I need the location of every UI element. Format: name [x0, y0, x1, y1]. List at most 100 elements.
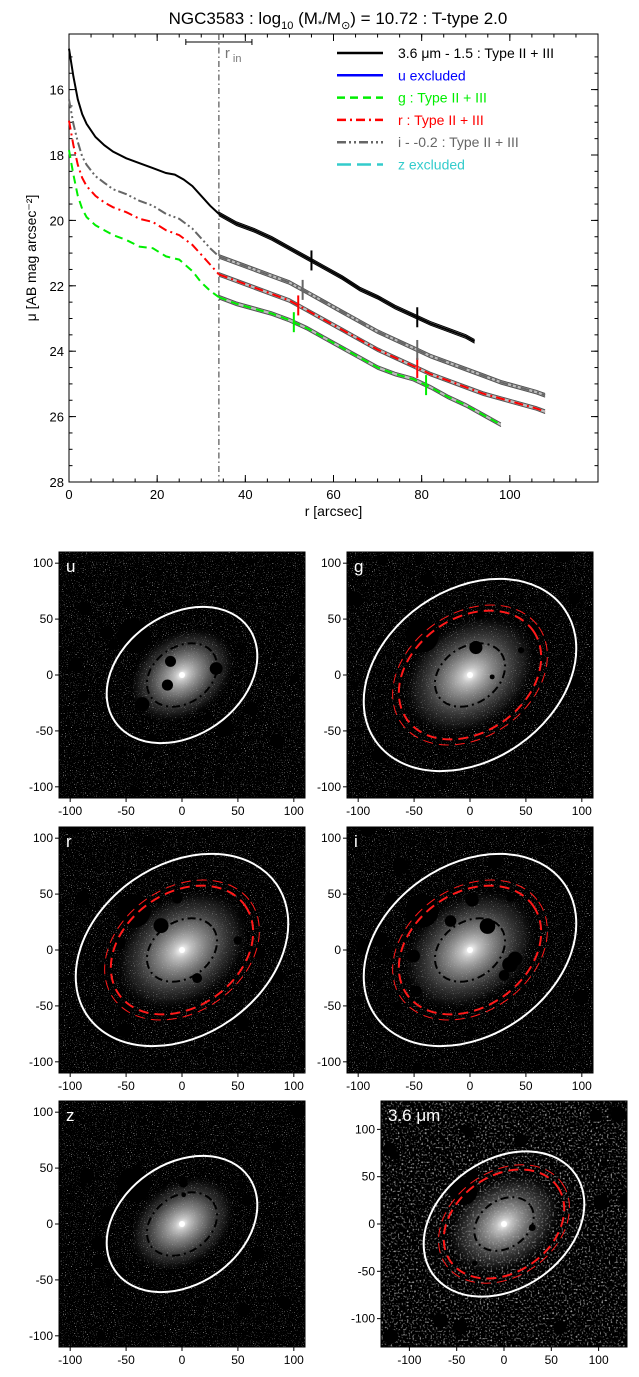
masked-source [78, 690, 89, 701]
masked-source [557, 1343, 565, 1347]
inner-break-ellipse [145, 917, 219, 983]
masked-source [585, 834, 593, 842]
masked-source [414, 554, 424, 564]
panel-y-tick-label: 50 [40, 1161, 54, 1175]
masked-source [179, 1178, 188, 1188]
galaxy-core [179, 1221, 185, 1227]
image-panel: g -100 -50 0 50 100 100 50 0 -50 -100 [317, 551, 594, 818]
series-line-outer [218, 213, 476, 343]
masked-source [241, 1194, 254, 1206]
series-error-band [218, 272, 546, 414]
masked-source [383, 830, 389, 835]
masked-source [237, 1303, 251, 1317]
panel-x-tick-label: -100 [58, 1079, 82, 1093]
galaxy-core [179, 672, 185, 678]
masked-source [356, 997, 363, 1004]
y-tick-label: 28 [50, 475, 64, 490]
panel-x-tick-label: -100 [346, 804, 370, 818]
masked-source [273, 649, 280, 657]
panel-y-tick-label: -50 [324, 999, 342, 1013]
masked-source [80, 1181, 86, 1188]
masked-source [85, 969, 91, 974]
y-tick-label: 18 [50, 148, 64, 163]
masked-source [553, 1320, 567, 1335]
masked-source [618, 1193, 627, 1207]
masked-source [413, 1240, 419, 1246]
masked-source [289, 675, 298, 684]
masked-source [516, 771, 523, 778]
y-tick-label: 26 [50, 410, 64, 425]
x-tick-label: 100 [499, 487, 521, 502]
series-fit-line [218, 254, 546, 394]
panel-y-tick-label: 100 [321, 556, 341, 570]
series-fit-line [218, 257, 546, 398]
panel-x-tick-label: 100 [572, 804, 592, 818]
panel-x-tick-label: -100 [346, 1079, 370, 1093]
masked-source [164, 655, 176, 667]
masked-source [101, 981, 107, 988]
masked-source [586, 1221, 592, 1227]
x-tick-label: 80 [414, 487, 428, 502]
series-line-outer [218, 296, 502, 426]
panel-y-tick-label: 100 [33, 831, 53, 845]
galaxy-core [467, 672, 473, 678]
masked-source [383, 1328, 399, 1344]
panel-x-tick-label: 0 [179, 1353, 186, 1367]
masked-source [200, 1298, 208, 1305]
masked-source [275, 1297, 283, 1304]
masked-source [235, 1239, 240, 1245]
outer-ellipse [362, 577, 578, 773]
masked-source [548, 632, 554, 638]
masked-source [371, 748, 387, 763]
masked-source [299, 1055, 305, 1063]
masked-source [270, 1141, 281, 1152]
panel-x-tick-label: 100 [284, 1079, 304, 1093]
masked-source [250, 1246, 265, 1261]
masked-source [79, 1168, 95, 1183]
outer-break-ellipse-2 [392, 879, 548, 1021]
y-axis-label: μ [AB mag arcsec⁻²] [23, 195, 39, 322]
panel-label: z [66, 1106, 75, 1125]
masked-source [236, 1016, 250, 1030]
masked-source [384, 893, 398, 907]
masked-source [452, 1260, 459, 1267]
masked-source [452, 1319, 468, 1335]
x-tick-label: 40 [238, 487, 252, 502]
masked-source [279, 1297, 292, 1310]
masked-source [298, 1041, 305, 1049]
masked-source [388, 789, 399, 798]
masked-source [393, 1001, 403, 1011]
masked-source [144, 733, 158, 748]
masked-source [219, 721, 235, 737]
masked-source [65, 827, 80, 835]
galaxy-core [467, 947, 473, 953]
masked-star [449, 1176, 478, 1206]
series-line-inner [68, 99, 220, 258]
masked-source [527, 696, 534, 704]
masked-source [142, 751, 151, 760]
masked-source [471, 1260, 478, 1267]
masked-source [381, 946, 393, 958]
panel-y-tick-label: 0 [368, 1217, 375, 1231]
outer-ellipse [74, 852, 290, 1048]
masked-source [420, 1117, 430, 1127]
masked-source [251, 946, 264, 960]
surface-brightness-plot: 0 20 40 60 80 100 16 18 20 22 24 26 28 r [arcsec] μ [A… [23, 33, 599, 519]
masked-source [198, 558, 204, 564]
masked-source [85, 1276, 91, 1282]
outer-break-ellipse [109, 884, 255, 1016]
legend-label: 3.6 μm - 1.5 : Type II + III [398, 45, 554, 61]
masked-source [104, 1278, 111, 1286]
panel-x-tick-label: -100 [397, 1353, 421, 1367]
panel-x-tick-label: 50 [231, 804, 245, 818]
masked-source [537, 833, 549, 846]
masked-source [498, 1306, 505, 1313]
panel-x-tick-label: -100 [58, 1353, 82, 1367]
image-panels: u -100 -50 0 50 100 100 50 0 -50 -100 g -100 -50 0 50 10… [29, 551, 628, 1367]
series-line-inner [68, 48, 220, 215]
masked-source [130, 785, 141, 796]
panel-y-tick-label: -100 [29, 1329, 53, 1343]
image-panel: r -100 -50 0 50 100 100 50 0 -50 -100 [29, 826, 306, 1093]
panel-y-tick-label: 0 [46, 668, 53, 682]
masked-source [288, 968, 295, 974]
